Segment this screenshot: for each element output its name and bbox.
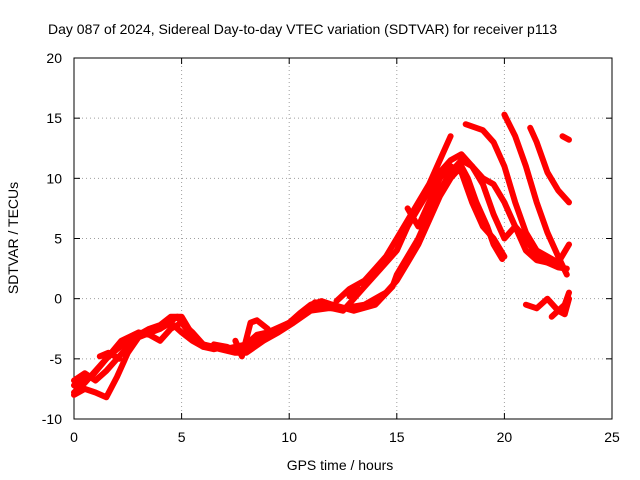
- axis-ticks: [73, 57, 613, 420]
- series-track-6: [404, 163, 508, 260]
- x-tick-label: 15: [389, 429, 405, 445]
- series-track-13: [232, 317, 271, 360]
- series-track-5: [333, 133, 454, 305]
- series-track-9: [527, 124, 572, 206]
- y-tick-labels: -10 -5 0 5 10 15 20: [42, 50, 62, 427]
- series-track-8: [501, 111, 570, 278]
- x-tick-labels: 0 5 10 15 20 25: [70, 429, 620, 445]
- series-layer: [71, 111, 572, 401]
- y-tick-label: -5: [50, 351, 63, 367]
- series-track-14: [346, 286, 362, 300]
- y-tick-label: 5: [54, 231, 62, 247]
- y-tick-label: 10: [46, 170, 62, 186]
- series-track-7: [462, 121, 562, 266]
- series-track-3: [71, 163, 506, 389]
- series-track-12: [559, 133, 572, 143]
- y-axis-label: SDTVAR / TECUs: [5, 182, 21, 294]
- x-axis-label: GPS time / hours: [287, 457, 394, 473]
- x-tick-label: 25: [604, 429, 620, 445]
- series-track-16: [210, 341, 237, 354]
- y-tick-label: 0: [54, 291, 62, 307]
- y-tick-label: 15: [46, 110, 62, 126]
- x-tick-label: 20: [497, 429, 513, 445]
- series-track-15: [96, 349, 123, 362]
- series-track-1: [71, 157, 570, 401]
- y-tick-label: 20: [46, 50, 62, 66]
- y-tick-label: -10: [42, 411, 62, 427]
- x-tick-label: 10: [281, 429, 297, 445]
- x-tick-label: 5: [178, 429, 186, 445]
- series-track-10: [522, 289, 572, 314]
- x-tick-label: 0: [70, 429, 78, 445]
- series-track-11: [548, 295, 572, 320]
- chart-title: Day 087 of 2024, Sidereal Day-to-day VTE…: [48, 21, 557, 37]
